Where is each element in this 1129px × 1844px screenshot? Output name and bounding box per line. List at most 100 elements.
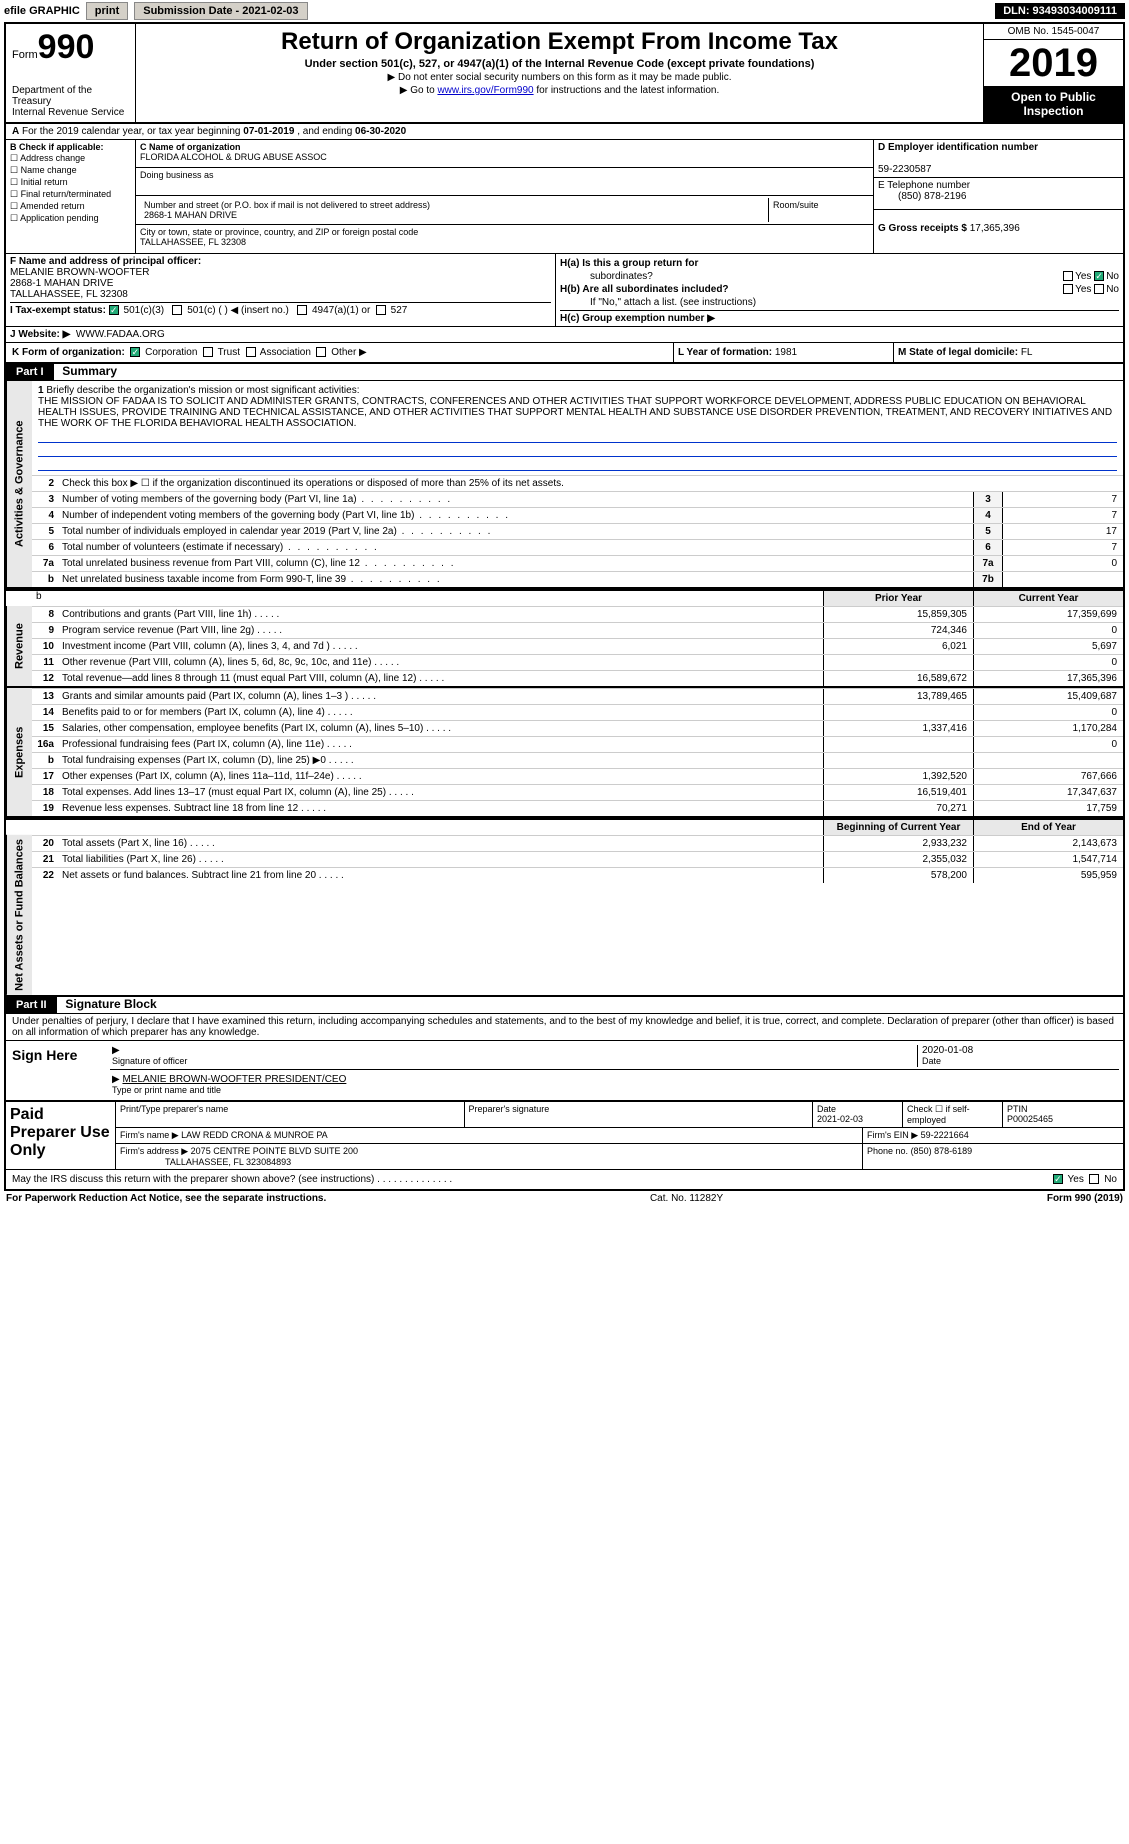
chk-application-pending[interactable]: ☐ Application pending [10,213,131,224]
fin-row: 16a Professional fundraising fees (Part … [32,736,1123,752]
hb-yes: Yes [1075,284,1091,295]
prior-year-val: 1,337,416 [823,721,973,736]
gov-row: b Net unrelated business taxable income … [32,571,1123,587]
chk-4947[interactable] [297,305,307,315]
ein-lbl: D Employer identification number [878,142,1038,153]
topbar: efile GRAPHIC print Submission Date - 20… [0,0,1129,22]
row-box: 5 [973,524,1003,539]
dln-label: DLN: 93493034009111 [995,3,1125,19]
ein-val: 59-2230587 [878,164,931,175]
discuss-row: May the IRS discuss this return with the… [6,1169,1123,1189]
row-desc: Number of independent voting members of … [58,508,973,523]
chk-amended-return[interactable]: ☐ Amended return [10,201,131,212]
note-pre: ▶ Go to [400,85,438,96]
row-desc: Net assets or fund balances. Subtract li… [58,868,823,883]
prior-year-val [823,705,973,720]
row-num: 11 [32,655,58,670]
chk-527[interactable] [376,305,386,315]
hb-no: No [1106,284,1119,295]
col-de: D Employer identification number 59-2230… [873,140,1123,253]
side-governance: Activities & Governance [6,381,32,587]
firm-addr1: 2075 CENTRE POINTE BLVD SUITE 200 [191,1146,358,1156]
print-button[interactable]: print [86,2,128,20]
irs-link[interactable]: www.irs.gov/Form990 [437,85,533,96]
prep-date: 2021-02-03 [817,1114,863,1124]
prep-sig-lbl: Preparer's signature [469,1104,550,1114]
chk-501c[interactable] [172,305,182,315]
row-num: 15 [32,721,58,736]
row-val [1003,572,1123,587]
row-box: 7b [973,572,1003,587]
section-netassets: Net Assets or Fund Balances 20 Total ass… [6,835,1123,997]
chk-discuss-no[interactable] [1089,1174,1099,1184]
row-desc: Total number of volunteers (estimate if … [58,540,973,555]
chk-address-change[interactable]: ☐ Address change [10,153,131,164]
chk-hb-no[interactable] [1094,284,1104,294]
chk-trust[interactable] [203,347,213,357]
chk-ha-no[interactable] [1094,271,1104,281]
firm-phone: (850) 878-6189 [911,1146,973,1156]
chk-name-change[interactable]: ☐ Name change [10,165,131,176]
note-link: ▶ Go to www.irs.gov/Form990 for instruct… [140,85,979,96]
fin-row: 14 Benefits paid to or for members (Part… [32,704,1123,720]
hc-lbl: H(c) Group exemption number ▶ [560,313,715,324]
gov-row: 3 Number of voting members of the govern… [32,491,1123,507]
row-fh: F Name and address of principal officer:… [6,254,1123,327]
fin-row: 15 Salaries, other compensation, employe… [32,720,1123,736]
fin-row: 10 Investment income (Part VIII, column … [32,638,1123,654]
row-num: 22 [32,868,58,883]
hdr-prior-year: Prior Year [823,591,973,606]
l-lbl: L Year of formation: [678,347,772,358]
row-num: b [32,572,58,587]
part2-label: Part II [6,997,57,1013]
preparer-row: Paid Preparer Use Only Print/Type prepar… [6,1101,1123,1169]
footer: For Paperwork Reduction Act Notice, see … [0,1191,1129,1206]
header-mid: Return of Organization Exempt From Incom… [136,24,983,122]
row-desc: Net unrelated business taxable income fr… [58,572,973,587]
chk-lbl: Application pending [20,213,99,223]
chk-other[interactable] [316,347,326,357]
header-right: OMB No. 1545-0047 2019 Open to Public In… [983,24,1123,122]
room-lbl: Room/suite [769,198,869,222]
chk-initial-return[interactable]: ☐ Initial return [10,177,131,188]
form-number: 990 [38,28,95,66]
row-num: b [32,753,58,768]
ptin-val: P00025465 [1007,1114,1053,1124]
row-desc: Investment income (Part VIII, column (A)… [58,639,823,654]
col-f: F Name and address of principal officer:… [6,254,556,326]
gov-row: 7a Total unrelated business revenue from… [32,555,1123,571]
current-year-val [973,753,1123,768]
fin-row: 21 Total liabilities (Part X, line 26) .… [32,851,1123,867]
side-revenue: Revenue [6,606,32,686]
chk-corp[interactable] [130,347,140,357]
chk-discuss-yes[interactable] [1053,1174,1063,1184]
blank-line [38,459,1117,471]
opt-501c: 501(c) ( ) ◀ (insert no.) [187,305,289,316]
chk-hb-yes[interactable] [1063,284,1073,294]
officer-name: MELANIE BROWN-WOOFTER [10,267,149,278]
gov-row: 4 Number of independent voting members o… [32,507,1123,523]
submission-date-button[interactable]: Submission Date - 2021-02-03 [134,2,307,20]
current-year-val: 595,959 [973,868,1123,883]
firm-ein-lbl: Firm's EIN ▶ [867,1130,918,1140]
part1-title: Summary [56,364,117,378]
ha-yes: Yes [1075,271,1091,282]
row-num: 18 [32,785,58,800]
row-num: 8 [32,607,58,622]
fin-row: 22 Net assets or fund balances. Subtract… [32,867,1123,883]
firm-ein: 59-2221664 [921,1130,969,1140]
footer-left: For Paperwork Reduction Act Notice, see … [6,1193,326,1204]
note-ssn: ▶ Do not enter social security numbers o… [140,72,979,83]
chk-final-return[interactable]: ☐ Final return/terminated [10,189,131,200]
prior-year-val: 724,346 [823,623,973,638]
b-title: B Check if applicable: [10,142,104,152]
phone-val: (850) 878-2196 [878,191,966,202]
chk-501c3[interactable] [109,305,119,315]
prior-year-val: 2,355,032 [823,852,973,867]
prior-year-val: 70,271 [823,801,973,816]
prior-year-val: 6,021 [823,639,973,654]
chk-ha-yes[interactable] [1063,271,1073,281]
row-num: 12 [32,671,58,686]
form-header: Form990 Department of the Treasury Inter… [6,24,1123,124]
chk-assoc[interactable] [246,347,256,357]
